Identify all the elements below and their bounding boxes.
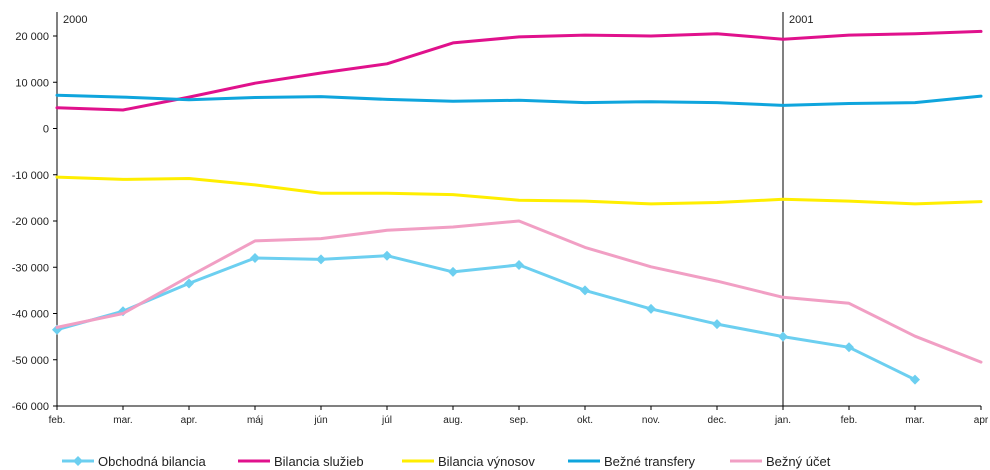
y-tick-label: -50 000	[12, 355, 49, 367]
data-point	[646, 303, 656, 314]
x-tick-label: feb.	[841, 415, 858, 426]
series-line-bilancia-vynosov	[55, 175, 983, 206]
legend: Obchodná bilancia Bilancia služieb Bilanci…	[62, 454, 831, 469]
series-lines	[52, 29, 983, 385]
legend-marker	[73, 456, 83, 466]
legend-label: Bežné transfery	[604, 454, 696, 469]
y-axis-ticks: 20 000 10 000 0 -10 000 -20 000 -30 000 -40 00…	[12, 31, 57, 413]
x-tick-label: sep.	[510, 415, 529, 426]
x-tick-label: mar.	[905, 415, 924, 426]
year-label: 2001	[789, 14, 813, 26]
x-tick-label: apr	[974, 415, 989, 426]
legend-label: Obchodná bilancia	[98, 454, 206, 469]
series-line-obchodna-bilancia	[55, 254, 917, 382]
data-point	[712, 319, 722, 330]
x-tick-label: okt.	[577, 415, 593, 426]
data-point	[250, 253, 260, 263]
x-tick-label: máj	[247, 415, 263, 426]
y-tick-label: -30 000	[12, 262, 49, 274]
series-line-bilancia-sluzieb	[55, 29, 983, 112]
data-point	[910, 374, 920, 385]
data-point	[316, 254, 326, 265]
y-tick-label: 20 000	[15, 31, 49, 43]
x-tick-label: mar.	[113, 415, 132, 426]
x-axis-ticks: feb. mar. apr. máj jún júl aug. sep. okt. nov. dec…	[49, 406, 989, 426]
data-point	[844, 342, 854, 353]
x-tick-label: jan.	[774, 415, 791, 426]
legend-label: Bilancia služieb	[274, 454, 364, 469]
year-label: 2000	[63, 14, 87, 26]
y-tick-label: -40 000	[12, 309, 49, 321]
y-tick-label: -10 000	[12, 170, 49, 182]
data-point	[184, 278, 194, 289]
series-line-bezny-ucet	[55, 219, 983, 364]
data-point	[448, 266, 458, 277]
y-tick-label: -20 000	[12, 216, 49, 228]
x-tick-label: dec.	[708, 415, 727, 426]
data-point	[778, 331, 788, 342]
legend-label: Bežný účet	[766, 454, 831, 469]
y-tick-label: -60 000	[12, 401, 49, 413]
x-tick-label: aug.	[443, 415, 462, 426]
x-tick-label: apr.	[181, 415, 198, 426]
x-tick-label: jún	[313, 415, 327, 426]
legend-label: Bilancia výnosov	[438, 454, 535, 469]
y-tick-label: 0	[43, 124, 49, 136]
data-point	[514, 259, 524, 270]
y-tick-label: 10 000	[15, 77, 49, 89]
data-point	[382, 250, 392, 261]
year-labels: 2000 2001	[63, 12, 813, 406]
series-line-bezne-transfery	[55, 93, 983, 107]
data-point	[580, 285, 590, 296]
x-tick-label: nov.	[642, 415, 660, 426]
x-tick-label: feb.	[49, 415, 66, 426]
x-tick-label: júl	[381, 415, 392, 426]
